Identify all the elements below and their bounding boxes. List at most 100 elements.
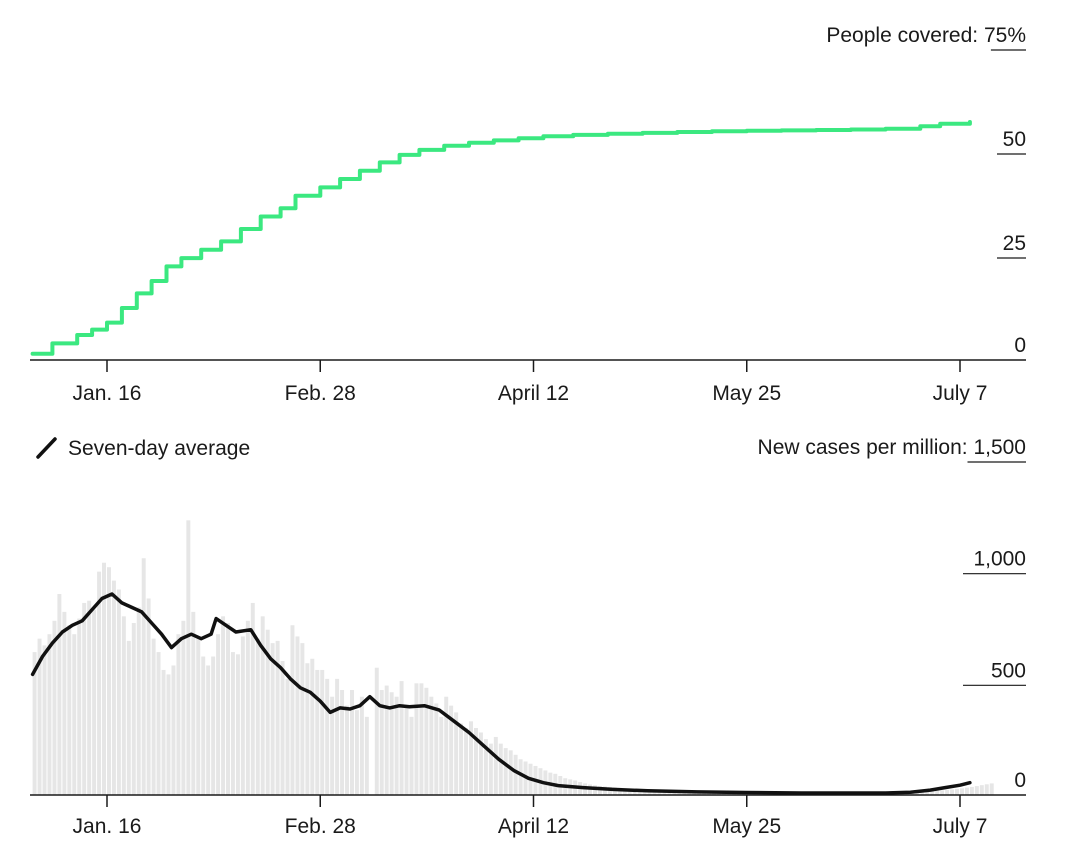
daily-case-bar	[250, 602, 255, 795]
x-tick: April 12	[498, 360, 569, 405]
daily-case-bar	[221, 616, 226, 795]
daily-case-bar	[364, 716, 369, 795]
daily-case-bar	[310, 658, 315, 795]
daily-case-bar	[166, 674, 171, 795]
daily-case-bar	[945, 789, 950, 795]
daily-case-bar	[508, 750, 513, 795]
y-tick: New cases per million: 1,500	[758, 436, 1026, 463]
daily-case-bar	[82, 602, 87, 795]
x-tick: July 7	[933, 795, 988, 838]
y-axis-title: People covered: 75%	[826, 24, 1026, 47]
daily-case-bar	[102, 562, 106, 795]
daily-case-bar	[429, 696, 434, 795]
y-axis-title: New cases per million: 1,500	[758, 436, 1026, 459]
daily-case-bar	[607, 786, 612, 795]
daily-case-bar	[300, 643, 305, 795]
x-tick-label: May 25	[712, 815, 781, 838]
daily-case-bar	[518, 759, 523, 795]
daily-case-bar	[196, 638, 201, 795]
daily-case-bar	[72, 634, 77, 795]
daily-case-bar	[389, 692, 394, 795]
x-tick: Feb. 28	[285, 795, 356, 838]
daily-case-bar	[930, 791, 935, 795]
x-tick-label: July 7	[933, 815, 988, 838]
daily-case-bar	[191, 611, 196, 795]
daily-case-bar	[493, 736, 498, 795]
daily-case-bar	[960, 788, 964, 795]
daily-case-bar	[374, 667, 379, 795]
daily-case-bar	[270, 643, 275, 795]
daily-case-bar	[915, 792, 920, 795]
x-tick-label: Feb. 28	[285, 382, 356, 405]
y-tick-label: 50	[1003, 128, 1026, 151]
daily-case-bar	[235, 654, 240, 795]
y-tick: 50	[997, 128, 1026, 155]
x-tick: April 12	[498, 795, 569, 838]
daily-case-bar	[444, 696, 449, 795]
daily-case-bar	[955, 788, 959, 795]
x-tick-label: Feb. 28	[285, 815, 356, 838]
daily-case-bar	[513, 754, 518, 795]
daily-case-bar	[240, 636, 245, 795]
daily-case-bar	[602, 786, 607, 795]
daily-case-bar	[131, 623, 136, 795]
daily-case-bar	[67, 625, 72, 795]
daily-case-bar	[384, 685, 389, 795]
daily-case-bar	[935, 790, 940, 795]
daily-case-bar	[275, 640, 280, 795]
x-tick: May 25	[712, 360, 781, 405]
x-tick-label: May 25	[712, 382, 781, 405]
daily-case-bar	[226, 623, 230, 795]
daily-case-bar	[459, 723, 464, 795]
daily-case-bar	[230, 652, 235, 795]
daily-case-bar	[404, 705, 409, 795]
daily-case-bar	[434, 703, 439, 795]
daily-case-bar	[449, 705, 454, 795]
y-axis-label: People covered:	[826, 24, 984, 47]
daily-case-bar	[394, 696, 399, 795]
bars-group	[32, 520, 994, 795]
daily-case-bar	[330, 696, 335, 795]
daily-case-bar	[597, 786, 602, 795]
x-tick-label: April 12	[498, 815, 569, 838]
daily-case-bar	[260, 616, 265, 795]
daily-case-bar	[146, 598, 151, 795]
daily-case-bar	[305, 663, 310, 795]
new-cases-chart: New cases per million: 1,500 1,000 500 0 Jan…	[30, 436, 1026, 838]
daily-case-bar	[424, 687, 429, 795]
y-tick-label: 1,000	[973, 548, 1026, 571]
daily-case-bar	[974, 786, 979, 795]
daily-case-bar	[503, 748, 508, 795]
daily-case-bar	[295, 636, 300, 795]
y-tick-label: 0	[1014, 769, 1026, 792]
daily-case-bar	[285, 678, 290, 795]
daily-case-bar	[984, 784, 989, 795]
x-tick: Jan. 16	[73, 795, 141, 838]
daily-case-bar	[201, 656, 206, 795]
daily-case-bar	[345, 705, 350, 795]
daily-case-bar	[464, 728, 469, 795]
daily-case-bar	[156, 652, 161, 795]
daily-case-bar	[950, 789, 955, 795]
daily-case-bar	[161, 669, 166, 795]
daily-case-bar	[57, 594, 62, 795]
daily-case-bar	[359, 696, 364, 795]
daily-case-bar	[87, 600, 92, 795]
daily-case-bar	[419, 683, 424, 795]
daily-case-bar	[151, 638, 156, 795]
daily-case-bar	[255, 638, 260, 795]
daily-case-bar	[483, 739, 488, 795]
daily-case-bar	[245, 620, 250, 795]
daily-case-bar	[439, 716, 444, 795]
people-covered-chart: People covered: 75% 50 25 0 Jan. 16 Feb. 28 Ap…	[30, 24, 1026, 405]
daily-case-bar	[116, 589, 121, 795]
x-tick-label: July 7	[933, 382, 988, 405]
x-tick-label: Jan. 16	[73, 382, 142, 405]
daily-case-bar	[488, 743, 493, 795]
daily-case-bar	[454, 712, 459, 795]
daily-case-bar	[141, 558, 146, 795]
daily-case-bar	[52, 620, 57, 795]
daily-case-bar	[176, 634, 181, 795]
daily-case-bar	[186, 520, 191, 795]
